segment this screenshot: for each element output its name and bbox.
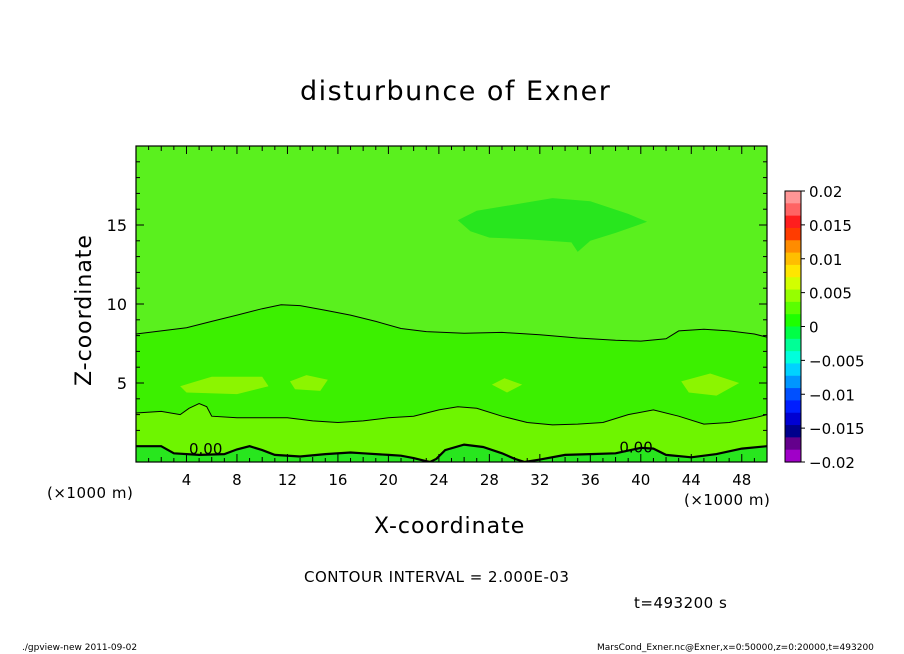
colorbar-swatch: [785, 363, 801, 377]
colorbar-swatch: [785, 400, 801, 414]
colorbar-swatch: [785, 252, 801, 266]
colorbar-tick-label: −0.005: [809, 352, 865, 370]
colorbar-swatch: [785, 240, 801, 254]
contour-field: 0.00 0.00: [136, 146, 767, 462]
upper-negative-pocket: [457, 198, 648, 252]
colorbar-swatch: [785, 425, 801, 438]
colorbar-swatch: [785, 326, 801, 340]
contour-line-0.002: [136, 304, 767, 342]
contour-interval-label: CONTOUR INTERVAL = 2.000E-03: [304, 568, 570, 586]
chart-title: disturbunce of Exner: [300, 76, 612, 107]
high-patch-2: [290, 375, 328, 391]
y-tick-label: 5: [117, 374, 127, 393]
colorbar-swatch: [785, 338, 801, 352]
colorbar: 0.02 0.015 0.01 0.005 0 −0.005 −0.01 −0.015 −0.0…: [784, 183, 865, 472]
band-0.002-to-0.004: [136, 403, 767, 462]
colorbar-swatch: [785, 449, 801, 463]
x-tick-label: 32: [530, 471, 549, 489]
colorbar-swatch: [785, 264, 801, 278]
x-tick-label: 40: [631, 471, 650, 489]
x-tick-label: 48: [732, 471, 751, 489]
colorbar-tick-label: 0.01: [809, 251, 842, 269]
colorbar-tick-label: 0.02: [809, 183, 842, 201]
colorbar-tick-label: 0.005: [809, 285, 852, 303]
colorbar-swatch: [785, 203, 801, 217]
colorbar-swatch: [785, 215, 801, 229]
band-negative: [136, 444, 767, 462]
x-tick-label: 12: [278, 471, 297, 489]
colorbar-swatch: [785, 227, 801, 241]
x-tick-label: 16: [328, 471, 347, 489]
x-tick-label: 36: [581, 471, 600, 489]
plot-area: 0.00 0.00: [136, 146, 767, 462]
y-tick-label: 10: [107, 295, 127, 314]
colorbar-swatch: [785, 388, 801, 402]
y-tick-label: 15: [107, 216, 127, 235]
x-tick-label: 20: [379, 471, 398, 489]
time-label: t=493200 s: [634, 594, 728, 612]
contour-line-zero: [136, 443, 767, 462]
colorbar-tick-label: 0.015: [809, 217, 852, 235]
colorbar-swatch: [785, 314, 801, 328]
x-tick-label: 44: [682, 471, 701, 489]
colorbar-swatch: [785, 412, 801, 426]
colorbar-swatch: [785, 437, 801, 451]
colorbar-tick-label: −0.015: [809, 420, 865, 438]
y-axis-title: Z-coordinate: [72, 234, 97, 386]
footer-left: ./gpview-new 2011-09-02: [22, 643, 138, 653]
high-patch-3: [491, 378, 523, 393]
colorbar-swatch: [785, 191, 801, 204]
contour-label-1: 0.00: [189, 440, 222, 458]
x-axis-unit: (×1000 m): [684, 491, 771, 509]
x-tick-label: 4: [182, 471, 192, 489]
colorbar-swatch: [785, 375, 801, 389]
colorbar-swatch: [785, 351, 801, 365]
high-patch-1: [180, 376, 269, 395]
colorbar-swatch: [785, 277, 801, 291]
contour-label-2: 0.00: [619, 438, 652, 456]
colorbar-tick-label: −0.02: [809, 454, 855, 472]
footer-right: MarsCond_Exner.nc@Exner,x=0:50000,z=0:20…: [597, 643, 874, 653]
colorbar-swatch: [785, 301, 801, 315]
x-tick-label: 24: [429, 471, 448, 489]
colorbar-tick-label: 0: [809, 319, 819, 337]
y-axis-unit: (×1000 m): [47, 484, 134, 502]
x-tick-label: 28: [480, 471, 499, 489]
high-patch-4: [681, 373, 740, 396]
x-axis-title: X-coordinate: [374, 514, 526, 539]
contour-line-0.000: [136, 402, 767, 426]
colorbar-swatch: [785, 289, 801, 303]
x-tick-label: 8: [232, 471, 242, 489]
colorbar-tick-label: −0.01: [809, 386, 855, 404]
